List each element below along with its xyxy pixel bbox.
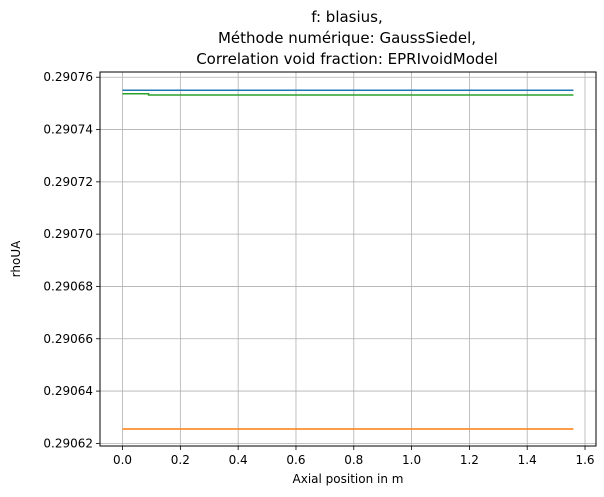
y-tick-label: 0.29066 <box>43 332 93 346</box>
series-line-3 <box>122 92 574 96</box>
plot-frame <box>99 71 597 447</box>
x-axis-label: Axial position in m <box>293 472 404 486</box>
x-tick-label: 1.2 <box>460 453 479 467</box>
y-tick-label: 0.29068 <box>43 279 93 293</box>
chart-title-line-1: f: blasius, <box>311 8 383 26</box>
x-tick-label: 0.6 <box>286 453 305 467</box>
chart-title-line-3: Correlation void fraction: EPRIvoidModel <box>196 50 498 68</box>
x-tick-label: 0.2 <box>171 453 190 467</box>
chart-title-line-2: Méthode numérique: GaussSiedel, <box>218 29 476 47</box>
y-tick-label: 0.29072 <box>43 175 93 189</box>
y-tick-label: 0.29074 <box>43 123 93 137</box>
x-tick-label: 0.0 <box>113 453 132 467</box>
x-tick-label: 1.6 <box>575 453 594 467</box>
y-tick-label: 0.29076 <box>43 70 93 84</box>
y-axis-label: rhoUA <box>9 240 23 277</box>
x-tick-label: 0.8 <box>344 453 363 467</box>
series-layer <box>122 89 574 430</box>
y-tick-label: 0.29064 <box>43 384 93 398</box>
x-tick-label: 1.4 <box>518 453 537 467</box>
y-tick-label: 0.29070 <box>43 227 93 241</box>
grid <box>100 72 596 446</box>
chart-title: f: blasius, Méthode numérique: GaussSied… <box>196 8 498 68</box>
ticks: 0.0 0.2 0.4 0.6 0.8 1.0 1.2 1.4 1.6 0.29062 0.2906… <box>43 70 594 467</box>
x-tick-label: 0.4 <box>229 453 248 467</box>
y-tick-label: 0.29062 <box>43 436 93 450</box>
x-tick-label: 1.0 <box>402 453 421 467</box>
